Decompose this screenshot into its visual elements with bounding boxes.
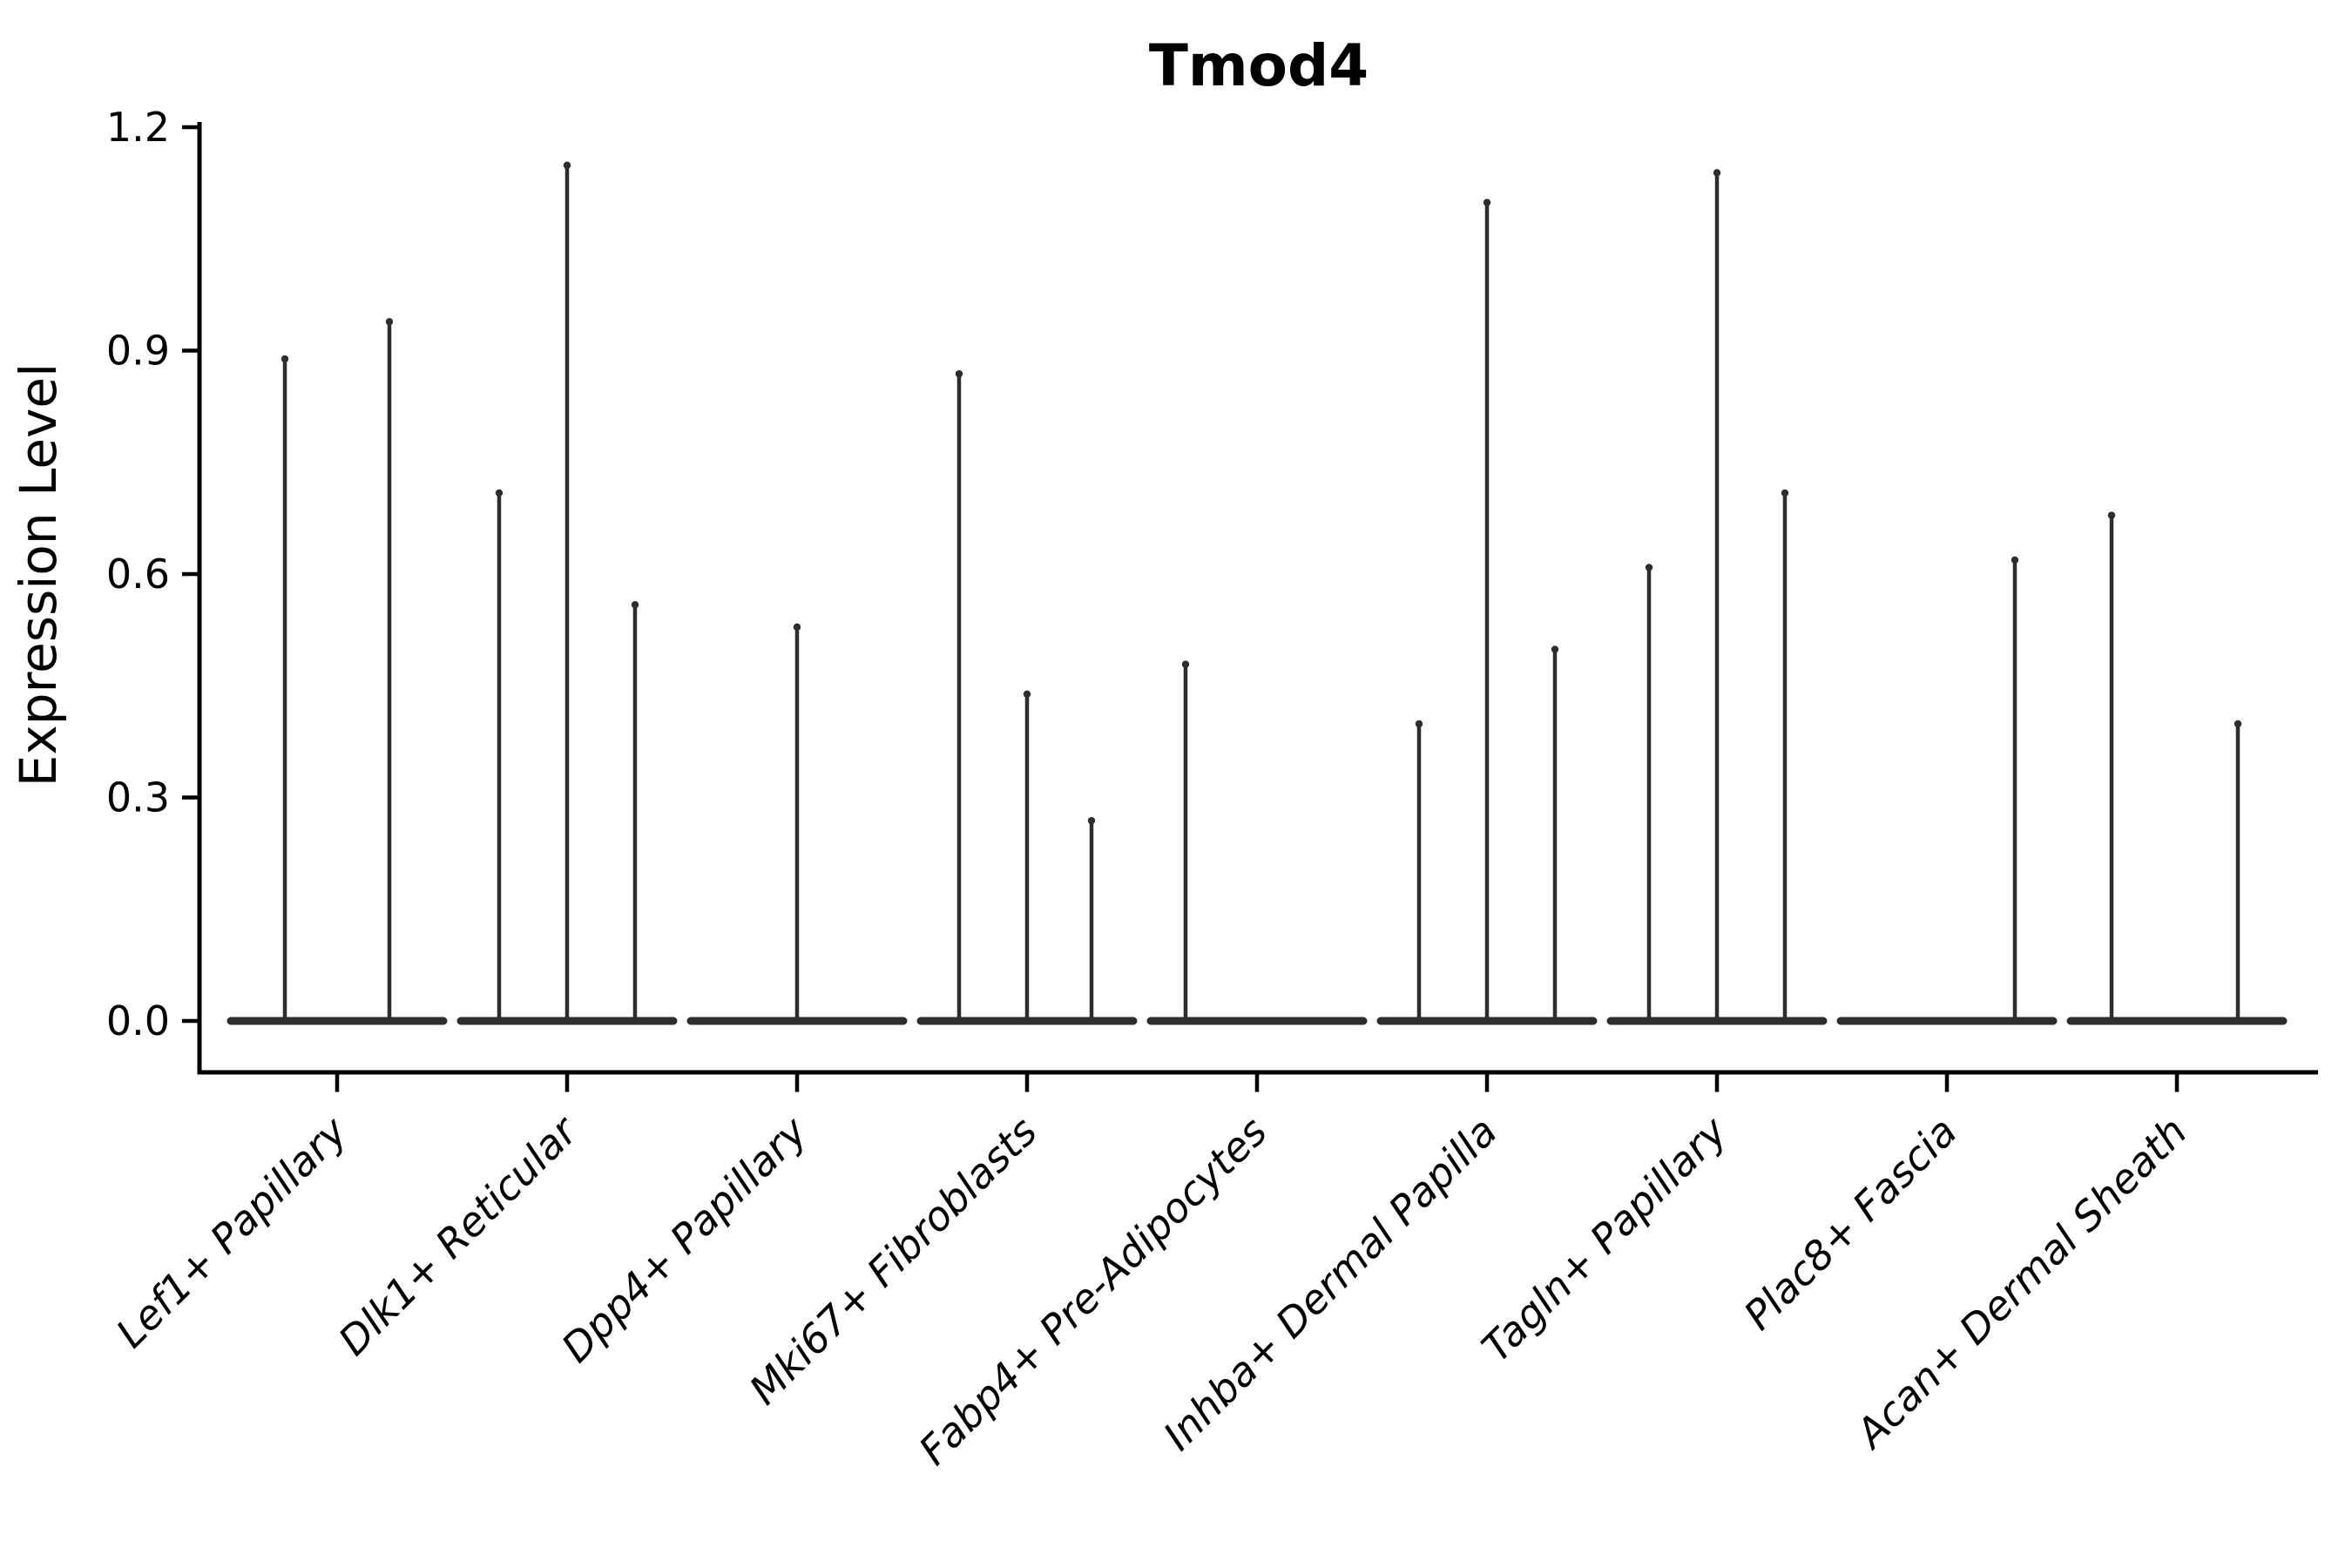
- x-tick-label: Plac8+ Fascia: [1734, 1108, 1965, 1339]
- y-tick-label: 0.0: [106, 997, 170, 1044]
- violin-spike-tip: [2234, 720, 2242, 728]
- x-tick-label: Dpp4+ Papillary: [552, 1107, 816, 1371]
- y-axis-label: Expression Level: [9, 363, 68, 787]
- y-tick-label: 0.6: [106, 551, 170, 598]
- y-tick-label: 0.9: [106, 328, 170, 375]
- chart-title: Tmod4: [1149, 32, 1369, 99]
- violin-spike-tip: [1087, 816, 1096, 825]
- violin-spike-tip: [793, 623, 801, 632]
- violin-spike-tip: [1781, 489, 1789, 497]
- violin-spike-tip: [1713, 169, 1721, 177]
- violin-spike-tip: [1645, 564, 1653, 571]
- violin-spike-tip: [1483, 199, 1491, 206]
- violin-spike-tip: [1023, 690, 1031, 698]
- axes-group: [182, 122, 2318, 1092]
- violin-spike-tip: [955, 369, 963, 378]
- x-tick-label: Tagln+ Papillary: [1472, 1107, 1736, 1371]
- violin-spike-tip: [631, 601, 639, 609]
- violin-spike-tip: [563, 161, 571, 169]
- violin-spike-tip: [1551, 645, 1559, 653]
- x-tick-label: Dlk1+ Reticular: [329, 1105, 588, 1364]
- violin-spike-tip: [2107, 511, 2116, 519]
- violin-spike-tip: [495, 489, 504, 497]
- y-tick-label: 1.2: [106, 104, 170, 151]
- violin-spike-tip: [280, 355, 289, 363]
- violin-spike-tip: [385, 318, 394, 326]
- x-tick-label: Lef1+ Papillary: [107, 1107, 356, 1356]
- violin-spike-tip: [1181, 660, 1190, 668]
- violin-spike-tip: [2011, 556, 2019, 564]
- violins-group: [226, 161, 2288, 1025]
- y-tick-label: 0.3: [106, 774, 170, 821]
- violin-spike-tip: [1415, 720, 1423, 728]
